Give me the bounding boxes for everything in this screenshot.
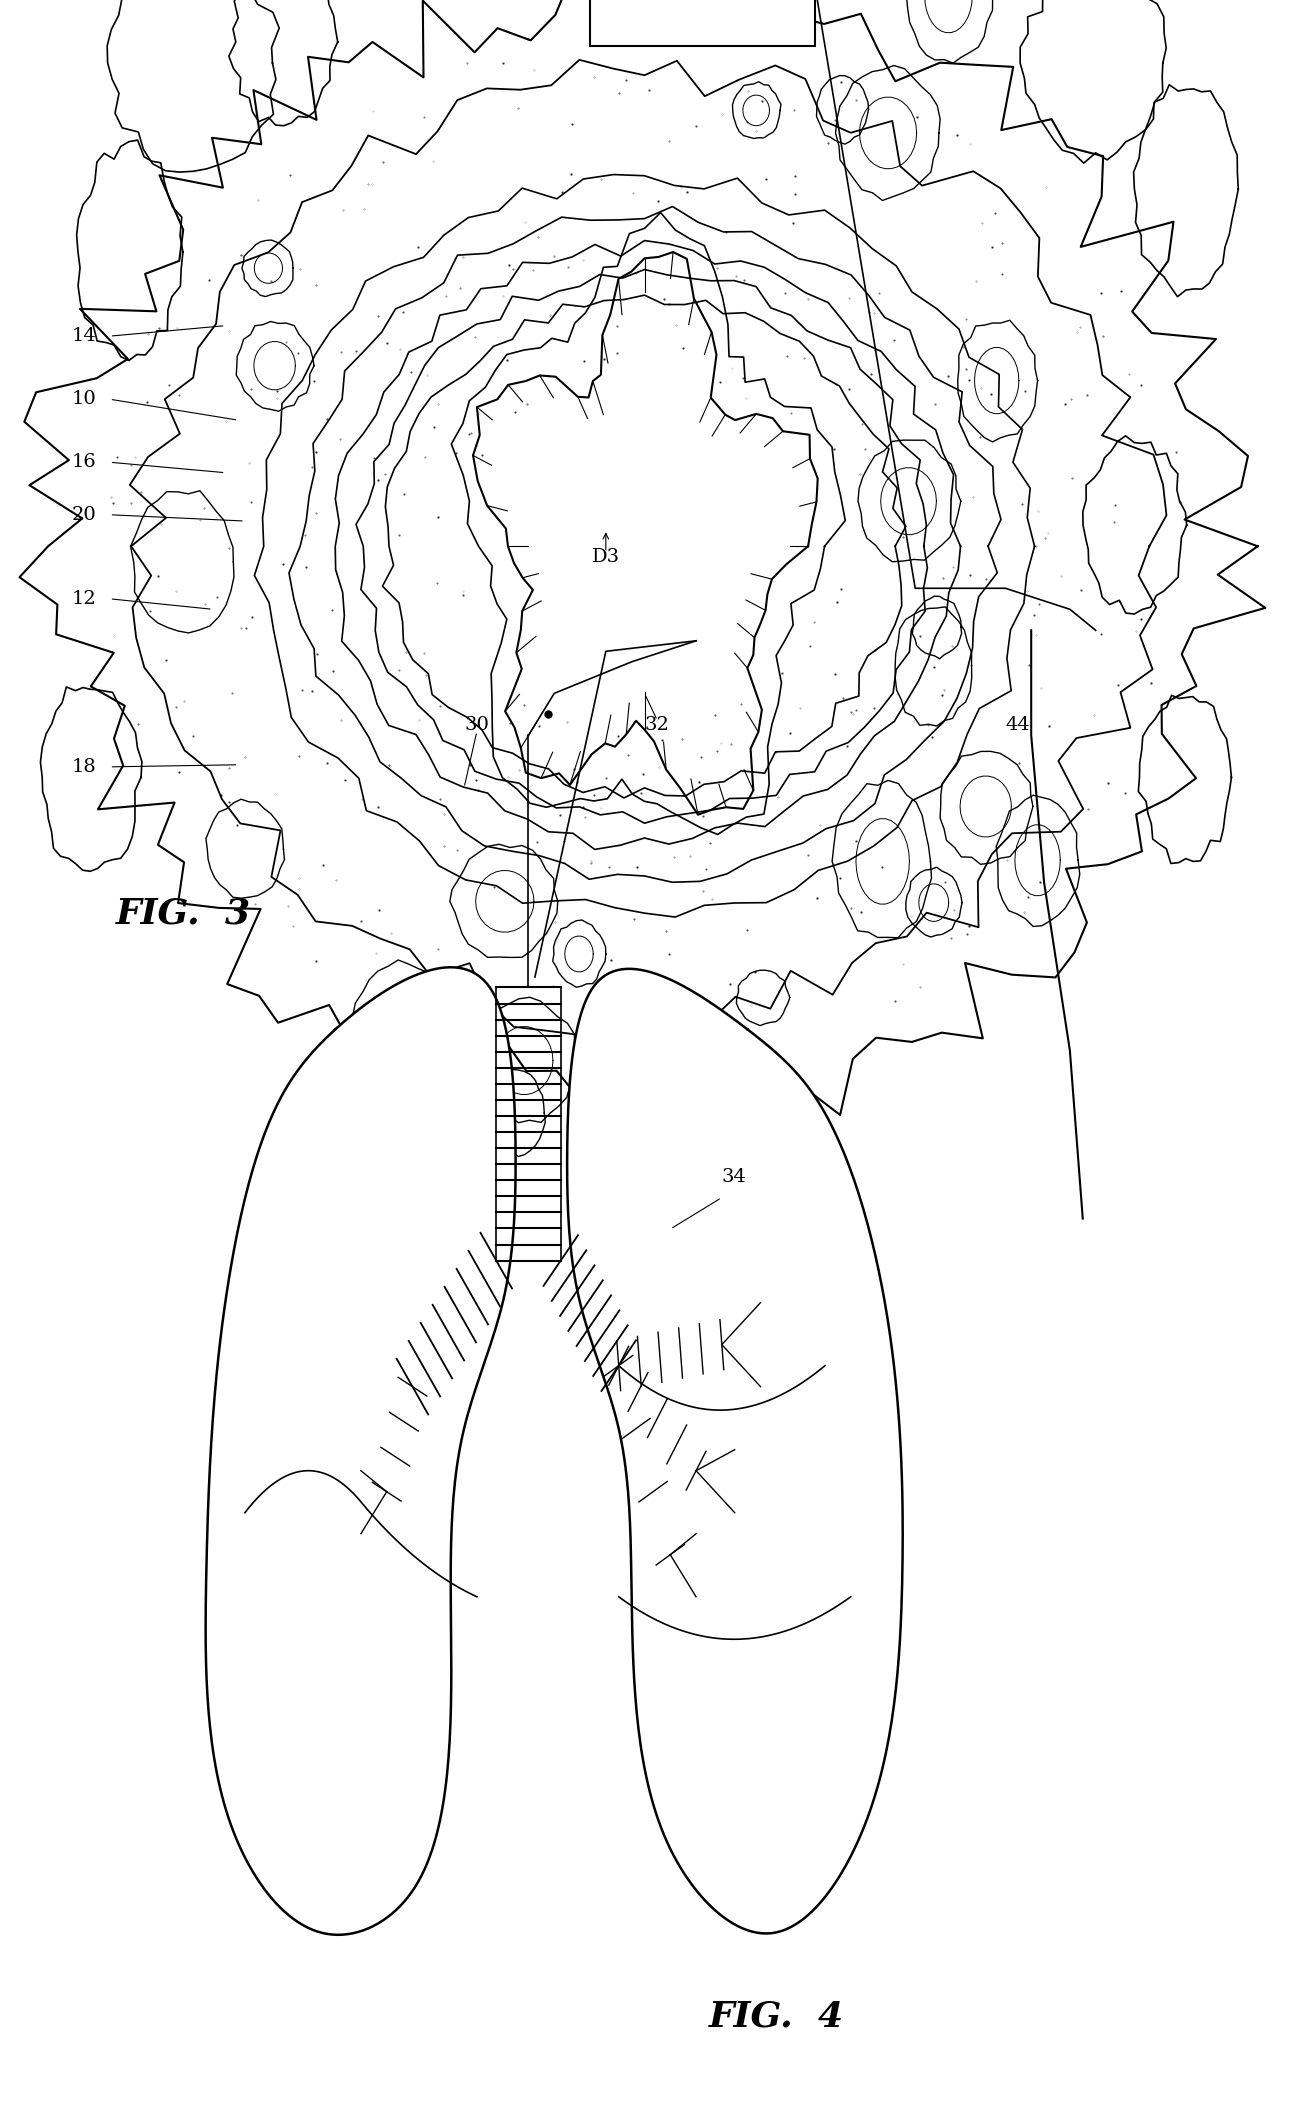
Text: 10: 10 bbox=[72, 391, 97, 408]
Text: 16: 16 bbox=[72, 454, 97, 471]
FancyBboxPatch shape bbox=[590, 0, 815, 46]
Text: 30: 30 bbox=[464, 716, 489, 733]
Text: D3: D3 bbox=[592, 548, 620, 565]
Text: 12: 12 bbox=[72, 590, 97, 607]
Polygon shape bbox=[567, 969, 902, 1933]
Text: FIG.  3: FIG. 3 bbox=[116, 897, 251, 931]
Text: 20: 20 bbox=[72, 506, 97, 523]
Text: 32: 32 bbox=[644, 716, 669, 733]
Polygon shape bbox=[206, 966, 516, 1935]
Text: 44: 44 bbox=[1005, 716, 1030, 733]
Text: 18: 18 bbox=[72, 758, 97, 775]
Text: 14: 14 bbox=[72, 328, 97, 345]
Text: 34: 34 bbox=[722, 1168, 746, 1185]
Text: FIG.  4: FIG. 4 bbox=[709, 2000, 844, 2034]
